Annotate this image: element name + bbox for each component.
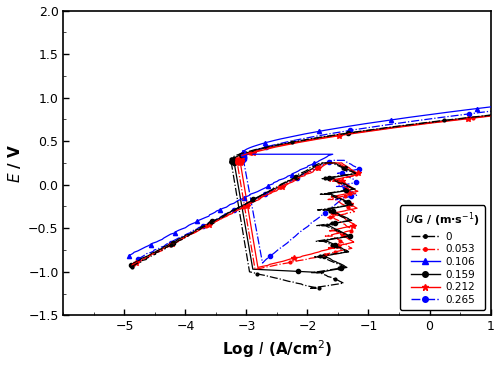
0.212 [237, 160, 243, 164]
0.159 [330, 221, 336, 226]
Line: 0.265: 0.265 [136, 107, 500, 265]
0.265 [240, 157, 246, 161]
0.106 [206, 214, 212, 219]
0.159 [224, 211, 230, 216]
0.265 [200, 224, 205, 228]
0 [316, 239, 322, 243]
0.106 [126, 254, 132, 258]
0 [334, 174, 340, 179]
0.265 [240, 154, 246, 158]
Line: 0.053: 0.053 [130, 110, 500, 272]
0.106 [240, 152, 246, 156]
0 [228, 159, 234, 163]
0.106 [240, 150, 246, 154]
0 [281, 180, 287, 185]
0.159 [232, 157, 237, 161]
0.265 [398, 121, 404, 125]
0 [129, 265, 135, 270]
X-axis label: Log $I$ (A/cm$^{2}$): Log $I$ (A/cm$^{2}$) [222, 339, 332, 361]
0.106 [226, 203, 232, 208]
0.265 [134, 257, 140, 261]
0.265 [225, 210, 231, 215]
Line: 0.212: 0.212 [133, 110, 500, 270]
Line: 0: 0 [129, 110, 500, 291]
Y-axis label: $E$ / V: $E$ / V [6, 143, 22, 183]
0.106 [254, 190, 260, 194]
0.212 [133, 261, 139, 265]
0.265 [156, 245, 162, 250]
0.212 [238, 158, 244, 162]
Line: 0.106: 0.106 [126, 101, 500, 258]
0.053 [292, 259, 298, 264]
0.212 [238, 160, 244, 164]
0.159 [334, 227, 340, 232]
0.159 [128, 263, 134, 267]
0.053 [234, 161, 240, 165]
0.053 [130, 263, 136, 267]
0.053 [296, 175, 302, 179]
0.212 [168, 242, 174, 246]
Legend: 0, 0.053, 0.106, 0.159, 0.212, 0.265: 0, 0.053, 0.106, 0.159, 0.212, 0.265 [400, 205, 486, 310]
0.212 [268, 191, 274, 195]
0.212 [255, 265, 261, 270]
0 [336, 180, 342, 184]
0.265 [260, 261, 266, 265]
Line: 0.159: 0.159 [128, 110, 500, 275]
0 [308, 286, 314, 291]
0 [228, 158, 234, 163]
0.212 [337, 178, 343, 182]
0.159 [314, 270, 320, 275]
0.106 [290, 134, 296, 139]
0.159 [232, 157, 237, 161]
0.053 [234, 158, 240, 163]
0.053 [252, 267, 258, 271]
0.053 [234, 158, 240, 163]
0.053 [338, 231, 344, 235]
0.159 [340, 165, 345, 169]
